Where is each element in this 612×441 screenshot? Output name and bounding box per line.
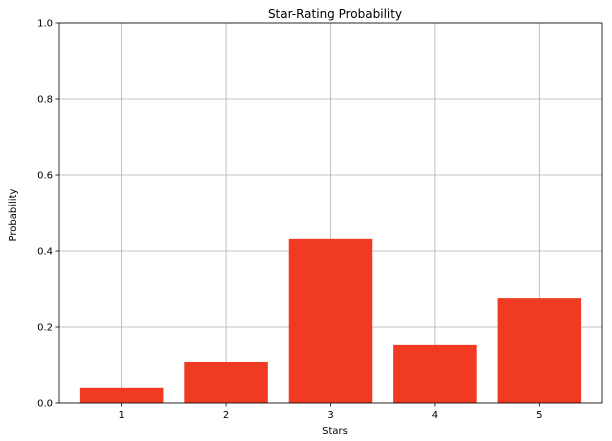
bar-2 <box>184 361 268 403</box>
x-tick-label: 2 <box>223 410 229 421</box>
chart-title: Star-Rating Probability <box>268 7 402 21</box>
y-tick-label: 0.8 <box>37 95 53 106</box>
y-tick-label: 0.0 <box>37 399 53 410</box>
bar-3 <box>288 238 373 403</box>
x-axis-label: Stars <box>322 426 348 437</box>
bar-5 <box>497 298 582 403</box>
y-axis-label: Probability <box>8 188 19 241</box>
y-tick-label: 1.0 <box>37 19 53 30</box>
y-tick-label: 0.2 <box>37 323 53 334</box>
x-axis-ticks: 1 2 3 4 5 <box>118 403 543 421</box>
bar-1 <box>79 387 164 403</box>
x-tick-label: 1 <box>118 410 124 421</box>
x-tick-label: 3 <box>327 410 333 421</box>
y-tick-label: 0.6 <box>37 171 53 182</box>
bar-4 <box>393 344 477 403</box>
x-tick-label: 5 <box>536 410 542 421</box>
y-tick-label: 0.4 <box>37 247 53 258</box>
bars <box>79 238 582 403</box>
x-tick-label: 4 <box>432 410 438 421</box>
y-axis-ticks: 0.0 0.2 0.4 0.6 0.8 1.0 <box>37 19 59 410</box>
